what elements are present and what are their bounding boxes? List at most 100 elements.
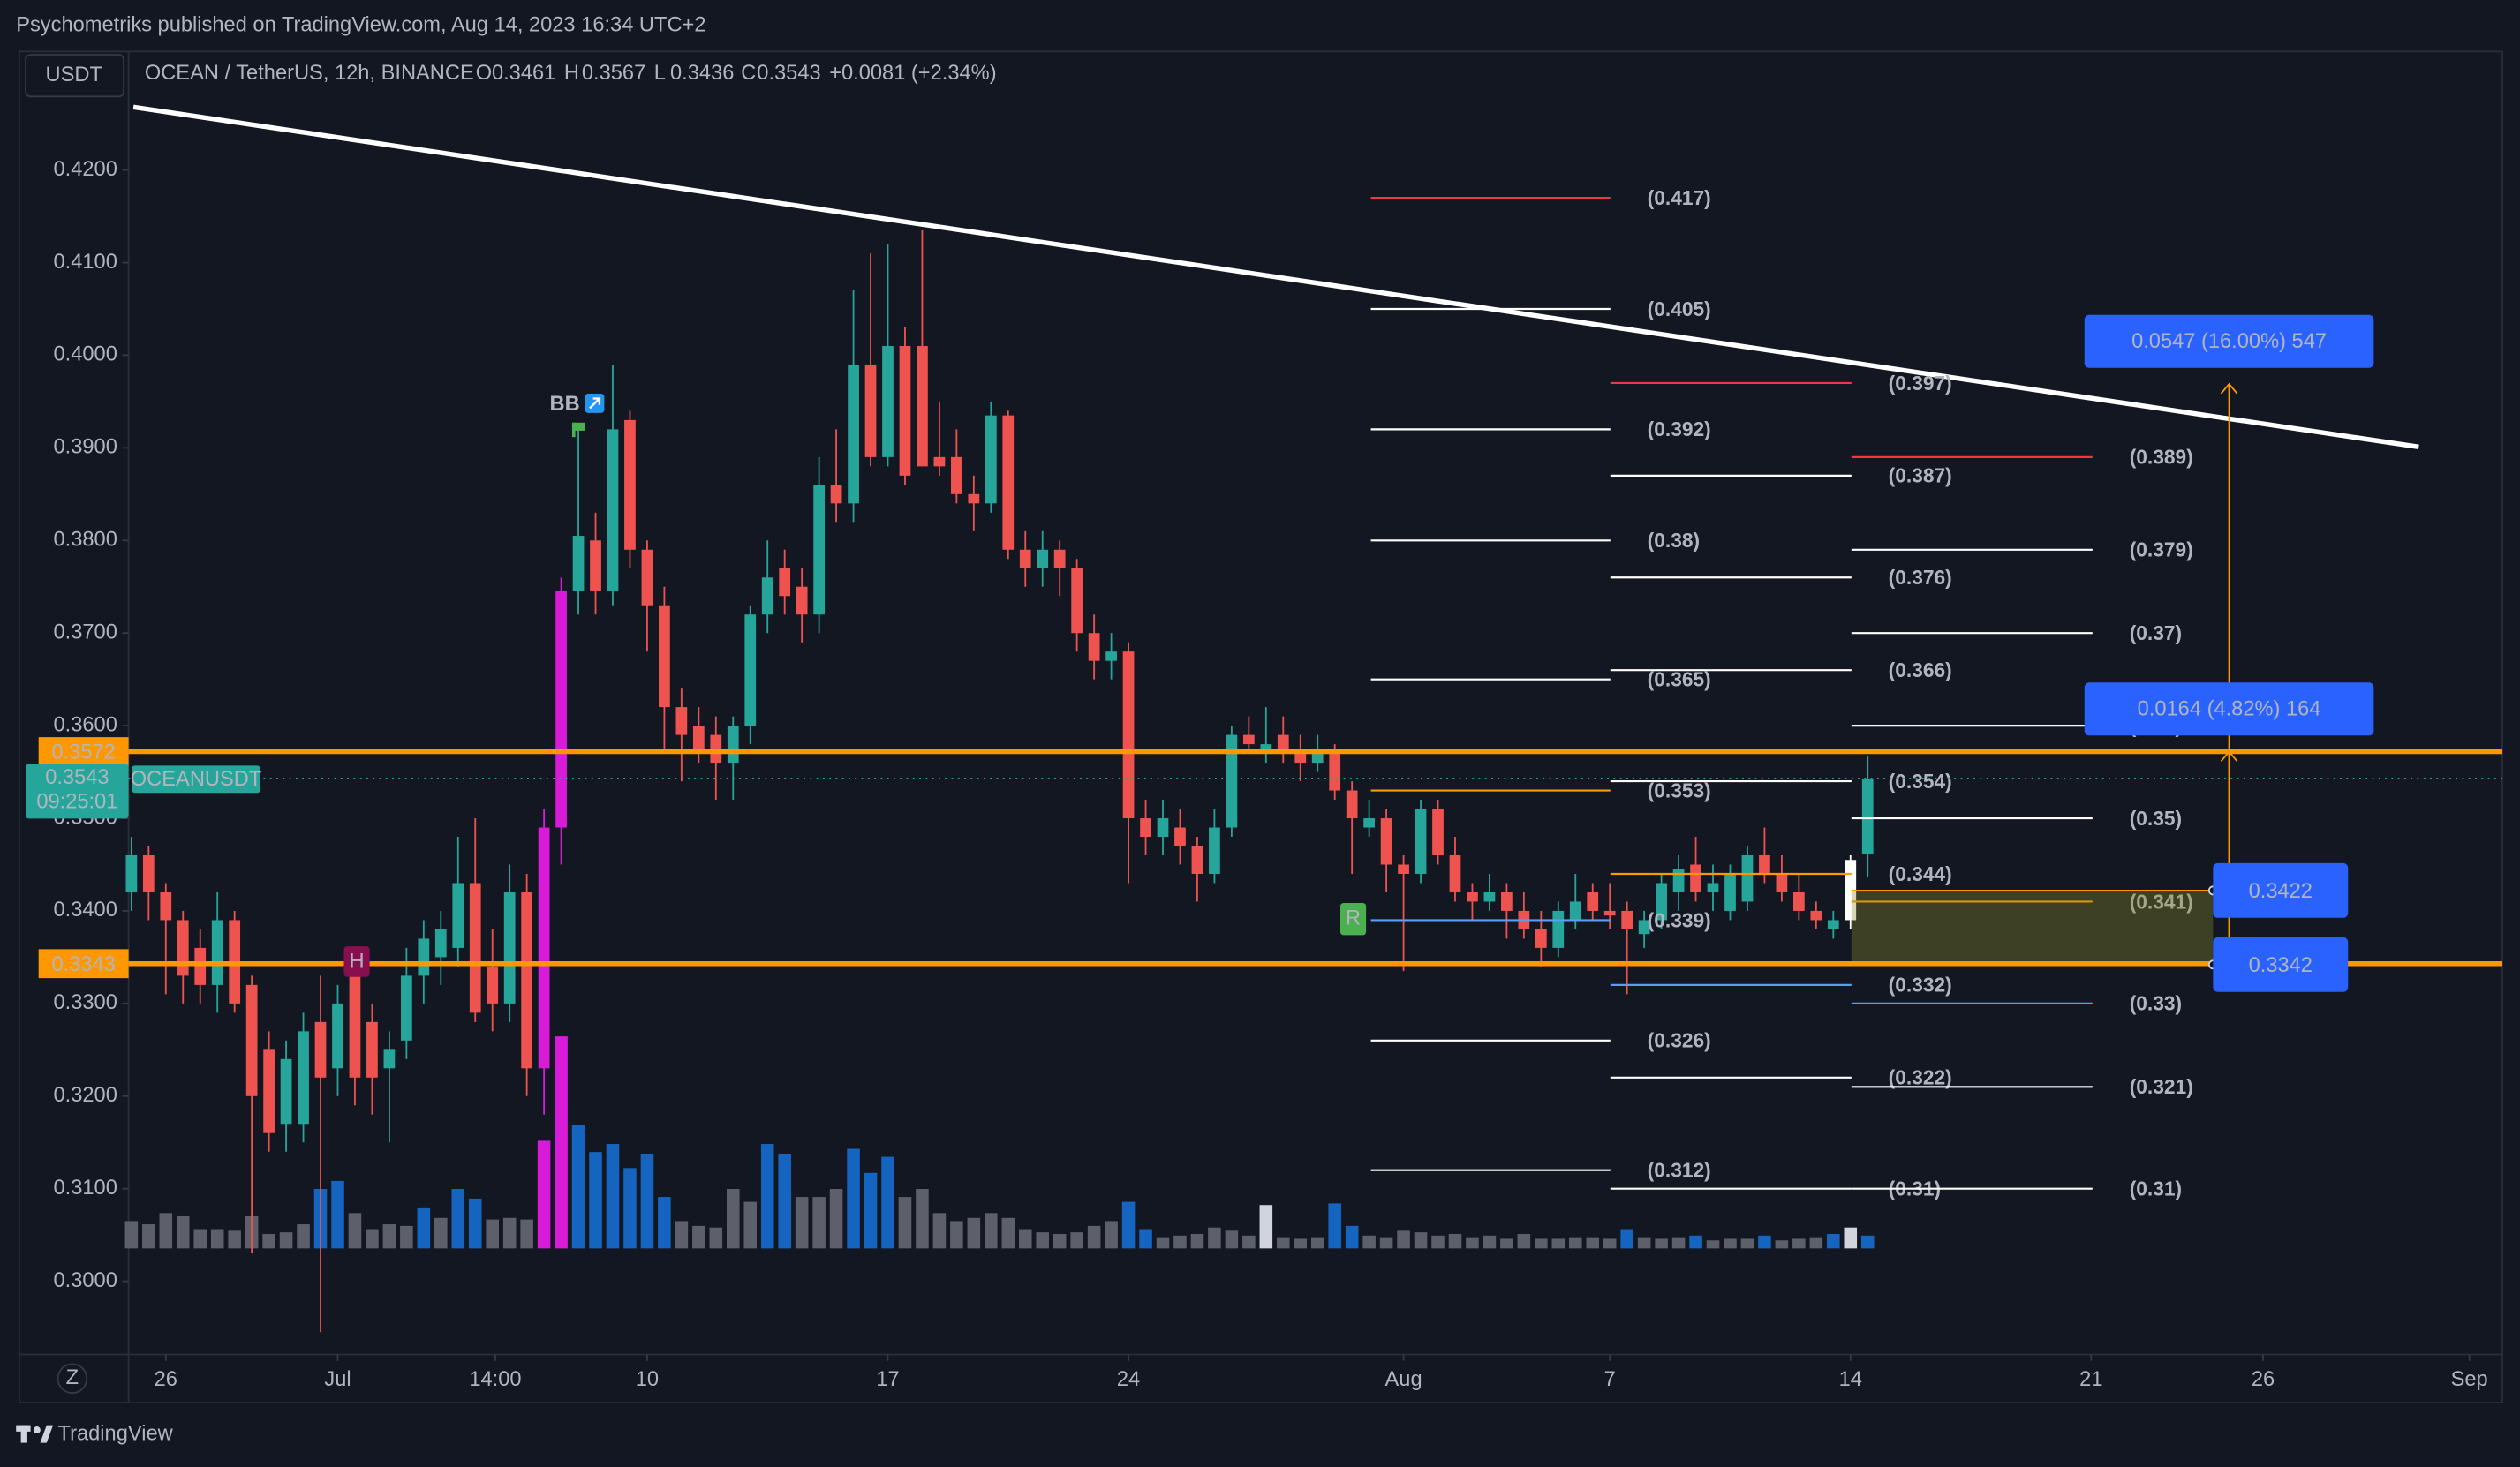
volume-bar [606,1144,620,1249]
header: Psychometriks published on TradingView.c… [16,13,705,36]
volume-bar [142,1224,155,1249]
currency[interactable]: USDT [46,64,102,87]
candle-body [1724,873,1736,911]
volume-bar [1758,1235,1771,1249]
volume-bar [1551,1238,1566,1249]
pane-border [18,50,2503,1404]
volume-bar [932,1213,947,1249]
candle-body [1449,855,1461,892]
candle-body [1140,818,1151,838]
measure-box [2084,682,2374,736]
candle-body [675,707,688,735]
ohlc-value: 0.3567 [582,62,645,85]
volume-bar [124,1221,139,1249]
volume-bar [262,1233,275,1249]
target-zone [1851,890,2214,964]
candle-body [1792,891,1805,911]
candle-body [641,549,653,606]
x-tick-label: 26 [155,1368,177,1391]
volume-bar [1087,1225,1101,1249]
level-label: (0.353) [1648,779,1711,801]
volume-bar [623,1168,637,1249]
logo-shape [20,1425,27,1443]
volume-bar [1397,1230,1410,1249]
volume-bar [382,1224,396,1249]
level-label: (0.326) [1648,1029,1711,1052]
candle-body [314,1021,327,1078]
price-tag-label: 0.3572 [51,741,115,764]
level-label: (0.31) [2130,1177,2182,1200]
volume-bar [967,1217,981,1249]
logo-shape [40,1425,54,1443]
volume-bar [1724,1238,1737,1249]
ohlc-label: O [476,62,492,85]
candle-body [194,947,207,985]
last-price-label: 0.3543 [45,766,109,789]
auto-scale-label[interactable]: Z [66,1366,79,1389]
ohlc-value: 0.3436 [670,62,734,85]
y-tick-label: 0.3700 [54,621,117,643]
level-label: (0.417) [1648,186,1711,209]
volume-bar [1792,1238,1806,1249]
candle-body [830,485,842,504]
volume-bar [812,1197,826,1249]
measure-box [2084,314,2374,368]
candle-body [538,827,550,1069]
candle-body [624,419,636,550]
candle-body [487,966,499,1004]
volume-bar [555,1036,568,1249]
candle-body [1174,827,1186,846]
candle-body [1501,891,1513,911]
candle-body [1569,901,1581,921]
y-tick-label: 0.3000 [54,1269,117,1292]
volume-bar [1483,1235,1497,1249]
trendline [132,104,2419,450]
legend-title: OCEAN / TetherUS, 12h, BINANCE [145,62,474,85]
candle-body [848,364,859,504]
y-tick-label: 0.3800 [54,529,117,552]
x-tick-label: 10 [636,1368,659,1391]
marker-label: R [1346,907,1361,929]
candle-body [177,920,189,976]
auto-scale-button[interactable] [57,1363,88,1395]
marker-box [343,946,370,977]
candle-body [418,938,430,976]
volume-bar [1036,1232,1050,1249]
level-label: (0.339) [1648,908,1711,931]
volume-bar [1689,1235,1702,1249]
x-tick-label: 17 [876,1368,899,1391]
symbol-tag [132,765,260,794]
candle-body [1776,873,1788,892]
x-tick-label: 21 [2079,1368,2102,1391]
volume-bar [743,1201,758,1249]
price-tag [38,737,129,766]
candle-body [1861,778,1874,854]
volume-bar [468,1198,482,1249]
marker-layer: BB H R [343,393,1367,977]
ohlc-value: 0.3543 [757,62,820,85]
candle-body [607,429,619,591]
target-box [2213,862,2349,918]
candle-body [1810,910,1822,921]
ohlc-label: L [654,62,666,85]
volume-bar [1328,1203,1341,1249]
volume-bar [1706,1240,1720,1249]
candle-body [761,577,773,615]
volume-bar [1018,1229,1032,1249]
candle-body [933,456,946,467]
volume-bar [1242,1235,1256,1249]
currency-button[interactable] [25,54,125,98]
logo-shape [33,1426,41,1434]
target-label: 0.3342 [2249,954,2313,977]
y-tick-label: 0.3200 [54,1084,117,1107]
volume-bar [709,1227,723,1249]
candle-body [280,1058,292,1125]
x-tick-label: 7 [1604,1368,1616,1391]
candle-body [1845,860,1857,921]
candle-body [160,891,172,921]
volume-bar [1362,1235,1376,1249]
volume-bar [1105,1221,1118,1249]
volume-bar [1379,1237,1393,1249]
candle-body [125,855,138,892]
